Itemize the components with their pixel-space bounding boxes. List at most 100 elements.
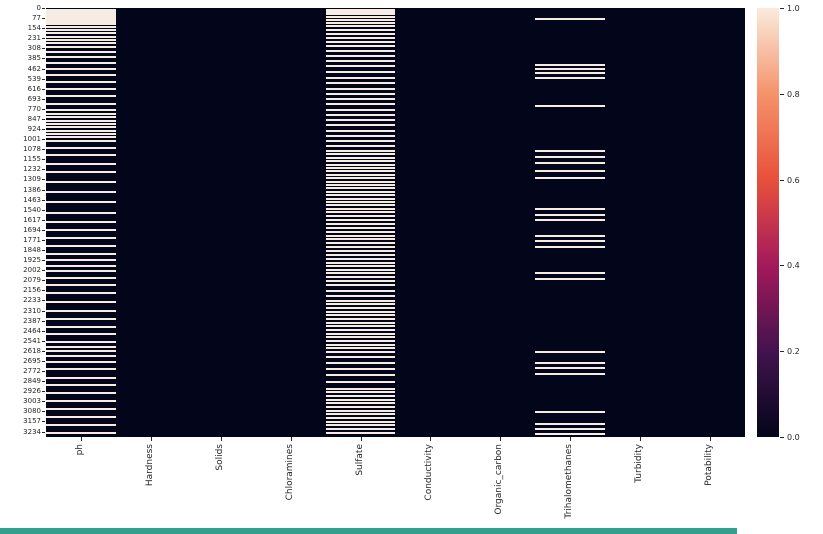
missing-value-band xyxy=(325,197,396,200)
missing-value-band xyxy=(46,11,116,14)
colorbar-tick-mark xyxy=(780,437,784,438)
missing-value-band xyxy=(325,54,396,57)
x-tick-mark xyxy=(430,437,432,441)
y-tick-mark xyxy=(42,381,45,383)
missing-value-band xyxy=(325,222,396,225)
missing-value-band xyxy=(325,145,396,148)
missing-value-band xyxy=(325,432,396,435)
missing-value-band xyxy=(46,276,116,279)
missing-value-band xyxy=(325,173,396,176)
y-tick-mark xyxy=(42,78,45,80)
y-tick-label: 1694 xyxy=(23,225,41,234)
x-tick-mark xyxy=(80,437,82,441)
missing-value-band xyxy=(325,207,396,210)
missing-value-band xyxy=(46,8,116,11)
y-tick-mark xyxy=(42,330,45,332)
missing-value-band xyxy=(46,29,116,32)
missing-value-band xyxy=(46,345,116,348)
missing-value-band xyxy=(325,374,396,377)
y-tick-label: 2772 xyxy=(23,367,41,376)
colorbar-tick-mark xyxy=(780,265,784,267)
missing-value-band xyxy=(325,190,396,193)
y-tick-mark xyxy=(42,250,45,252)
missing-value-band xyxy=(325,166,396,169)
missing-value-band xyxy=(325,194,396,197)
missing-value-band xyxy=(325,307,396,310)
y-tick-mark xyxy=(42,219,45,221)
y-tick-mark xyxy=(42,139,45,141)
heatmap-column-Trihalomethanes xyxy=(535,8,606,437)
y-tick-label: 462 xyxy=(27,64,41,73)
missing-value-band xyxy=(325,76,396,79)
missing-value-band xyxy=(325,82,396,85)
missing-value-band xyxy=(46,350,116,353)
missing-value-band xyxy=(46,103,116,106)
y-tick-label: 3157 xyxy=(23,417,41,426)
x-tick-mark xyxy=(710,437,712,441)
missing-value-band xyxy=(46,87,116,90)
heatmap-column-Organic_carbon xyxy=(465,8,536,437)
missing-value-band xyxy=(46,32,116,35)
y-tick-label: 1463 xyxy=(23,195,41,204)
missing-value-band xyxy=(325,356,396,359)
y-tick-label: 2233 xyxy=(23,296,41,305)
missing-value-band xyxy=(46,23,116,26)
missing-value-band xyxy=(46,190,116,193)
x-tick-label-Solids: Solids xyxy=(215,444,225,471)
missing-value-band xyxy=(46,237,116,240)
missing-value-band xyxy=(46,201,116,204)
missing-value-band xyxy=(535,67,606,70)
missing-value-band xyxy=(46,35,116,38)
y-tick-label: 1001 xyxy=(23,135,41,144)
missing-value-band xyxy=(325,303,396,306)
missing-value-band xyxy=(46,112,116,115)
missing-value-band xyxy=(325,402,396,405)
colorbar-tick-label: 0.2 xyxy=(787,347,800,357)
y-tick-label: 2156 xyxy=(23,286,41,295)
missing-value-band xyxy=(535,245,606,248)
missing-value-band xyxy=(325,177,396,180)
missing-value-band xyxy=(46,9,116,12)
y-tick-label: 539 xyxy=(27,74,41,83)
missing-value-band xyxy=(46,259,116,262)
missing-value-band xyxy=(325,108,396,111)
missing-value-band xyxy=(325,187,396,190)
missing-value-band xyxy=(46,264,116,267)
y-tick-label: 1540 xyxy=(23,205,41,214)
missing-value-band xyxy=(325,214,396,217)
y-tick-label: 1386 xyxy=(23,185,41,194)
y-tick-mark xyxy=(42,300,45,302)
missing-value-band xyxy=(535,219,606,222)
missing-value-band xyxy=(46,162,116,165)
missing-value-band xyxy=(325,351,396,354)
y-tick-label: 616 xyxy=(27,84,41,93)
x-tick-mark xyxy=(500,437,502,441)
missing-value-band xyxy=(46,122,116,125)
missing-value-band xyxy=(325,22,396,25)
missing-value-band xyxy=(46,26,116,29)
missing-value-band xyxy=(46,16,116,19)
colorbar-tick-label: 0.4 xyxy=(787,261,800,271)
missing-value-band xyxy=(325,261,396,264)
y-tick-mark xyxy=(42,189,45,191)
colorbar-tick-mark xyxy=(780,93,784,95)
missing-value-band xyxy=(325,103,396,106)
missing-value-band xyxy=(46,245,116,248)
missing-value-band xyxy=(46,360,116,363)
missing-value-band xyxy=(325,367,396,370)
y-tick-label: 3234 xyxy=(23,427,41,436)
x-tick-label-Chloramines: Chloramines xyxy=(285,444,295,500)
missing-value-band xyxy=(46,136,116,139)
missing-value-band xyxy=(46,400,116,403)
heatmap-column-Solids xyxy=(185,8,256,437)
missing-value-band xyxy=(46,423,116,426)
heatmap-plot xyxy=(46,8,745,437)
x-tick-label-text: Hardness xyxy=(144,444,155,487)
missing-value-band xyxy=(325,201,396,204)
missing-value-band xyxy=(46,270,116,273)
x-tick-label-Turbidity: Turbidity xyxy=(634,444,644,483)
missing-value-band xyxy=(535,361,606,364)
y-tick-mark xyxy=(42,38,45,40)
y-tick-mark xyxy=(42,169,45,171)
x-tick-label-text: Chloramines xyxy=(284,444,295,501)
